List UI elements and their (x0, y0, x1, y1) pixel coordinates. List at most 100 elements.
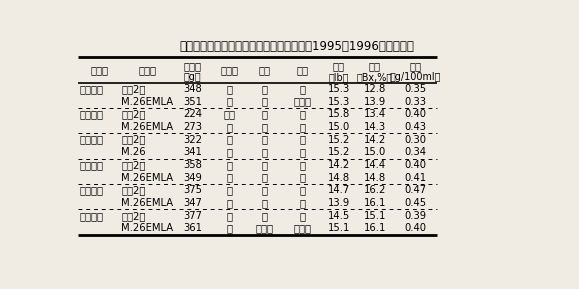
Text: 良: 良 (226, 223, 232, 234)
Text: 348: 348 (184, 84, 202, 94)
Text: 0.40: 0.40 (405, 223, 427, 234)
Text: 着色: 着色 (259, 65, 270, 75)
Text: 台木名: 台木名 (138, 65, 156, 75)
Text: 中: 中 (299, 211, 305, 221)
Text: 玉揃い: 玉揃い (221, 65, 239, 75)
Text: 0.40: 0.40 (405, 109, 427, 119)
Text: M.26EMLA: M.26EMLA (121, 97, 174, 107)
Text: 中: 中 (226, 97, 232, 107)
Text: 中: 中 (299, 135, 305, 144)
Text: 15.2: 15.2 (328, 147, 350, 157)
Text: 0.35: 0.35 (405, 84, 427, 94)
Text: 盛岡2号: 盛岡2号 (121, 160, 146, 170)
Text: 16.1: 16.1 (364, 223, 386, 234)
Text: 中: 中 (226, 198, 232, 208)
Text: 中: 中 (299, 198, 305, 208)
Text: 347: 347 (183, 198, 202, 208)
Text: 0.45: 0.45 (405, 198, 427, 208)
Text: 0.43: 0.43 (405, 122, 427, 132)
Text: 13.4: 13.4 (364, 109, 386, 119)
Text: 長野果試: 長野果試 (79, 211, 103, 221)
Text: 中: 中 (299, 122, 305, 132)
Text: M.26EMLA: M.26EMLA (121, 122, 174, 132)
Text: 0.33: 0.33 (405, 97, 427, 107)
Text: 中～良: 中～良 (293, 223, 311, 234)
Text: －: － (299, 147, 305, 157)
Text: 14.2: 14.2 (364, 135, 386, 144)
Text: 15.1: 15.1 (328, 223, 350, 234)
Text: 中: 中 (299, 185, 305, 195)
Text: 中: 中 (299, 84, 305, 94)
Text: （g/100ml）: （g/100ml） (390, 72, 441, 82)
Text: 盛岡2号: 盛岡2号 (121, 84, 146, 94)
Text: 中: 中 (262, 173, 267, 183)
Text: 377: 377 (183, 211, 202, 221)
Text: 中～良: 中～良 (256, 223, 274, 234)
Text: M.26EMLA: M.26EMLA (121, 173, 174, 183)
Text: 224: 224 (183, 109, 202, 119)
Text: 良: 良 (262, 185, 267, 195)
Text: 12.8: 12.8 (364, 84, 386, 94)
Text: 中～良: 中～良 (293, 97, 311, 107)
Text: 中: 中 (262, 109, 267, 119)
Text: 中: 中 (226, 135, 232, 144)
Text: 14.5: 14.5 (328, 211, 350, 221)
Text: 盛岡2号: 盛岡2号 (121, 135, 146, 144)
Text: 良: 良 (262, 135, 267, 144)
Text: 15.1: 15.1 (364, 211, 386, 221)
Text: 中: 中 (226, 122, 232, 132)
Text: （lb）: （lb） (329, 72, 349, 82)
Text: 青森り試: 青森り試 (79, 84, 103, 94)
Text: 中: 中 (299, 109, 305, 119)
Text: 349: 349 (183, 173, 202, 183)
Text: 0.34: 0.34 (405, 147, 427, 157)
Text: 中: 中 (262, 97, 267, 107)
Text: M.26: M.26 (121, 147, 146, 157)
Text: 中: 中 (262, 211, 267, 221)
Text: 良: 良 (226, 211, 232, 221)
Text: 硬度: 硬度 (333, 61, 345, 71)
Text: 273: 273 (183, 122, 202, 132)
Text: 14.3: 14.3 (364, 122, 386, 132)
Text: 351: 351 (183, 97, 202, 107)
Text: 中: 中 (299, 160, 305, 170)
Text: 358: 358 (183, 160, 202, 170)
Text: 中: 中 (262, 198, 267, 208)
Text: 品質: 品質 (296, 65, 308, 75)
Text: 15.3: 15.3 (328, 97, 350, 107)
Text: 341: 341 (183, 147, 202, 157)
Text: 盛岡2号: 盛岡2号 (121, 211, 146, 221)
Text: 14.8: 14.8 (364, 173, 386, 183)
Text: 15.0: 15.0 (328, 122, 350, 132)
Text: 0.41: 0.41 (405, 173, 427, 183)
Text: 0.30: 0.30 (405, 135, 427, 144)
Text: 322: 322 (183, 135, 202, 144)
Text: 14.4: 14.4 (364, 160, 386, 170)
Text: －: － (226, 147, 232, 157)
Text: 盛岡2号: 盛岡2号 (121, 109, 146, 119)
Text: 15.0: 15.0 (364, 147, 386, 157)
Text: －: － (262, 147, 267, 157)
Text: 表３　「ふじ」の果実品質に及ぼす影響（1995～1996年度平均）: 表３ 「ふじ」の果実品質に及ぼす影響（1995～1996年度平均） (179, 40, 414, 53)
Text: 盛岡2号: 盛岡2号 (121, 185, 146, 195)
Text: 13.9: 13.9 (328, 198, 350, 208)
Text: 15.8: 15.8 (328, 109, 350, 119)
Text: 0.39: 0.39 (405, 211, 427, 221)
Text: 16.1: 16.1 (364, 198, 386, 208)
Text: 中: 中 (262, 122, 267, 132)
Text: 13.9: 13.9 (364, 97, 386, 107)
Text: 中: 中 (226, 160, 232, 170)
Text: 果実重: 果実重 (184, 61, 201, 71)
Text: 0.40: 0.40 (405, 160, 427, 170)
Text: （Bx,%）: （Bx,%） (357, 72, 393, 82)
Text: 不良: 不良 (223, 109, 236, 119)
Text: 糖度: 糖度 (369, 61, 381, 71)
Text: M.26EMLA: M.26EMLA (121, 223, 174, 234)
Text: 酸度: 酸度 (410, 61, 422, 71)
Text: 361: 361 (183, 223, 202, 234)
Text: 15.3: 15.3 (328, 84, 350, 94)
Text: 中: 中 (299, 173, 305, 183)
Text: 14.2: 14.2 (328, 160, 350, 170)
Text: （g）: （g） (184, 72, 201, 82)
Text: 中: 中 (226, 173, 232, 183)
